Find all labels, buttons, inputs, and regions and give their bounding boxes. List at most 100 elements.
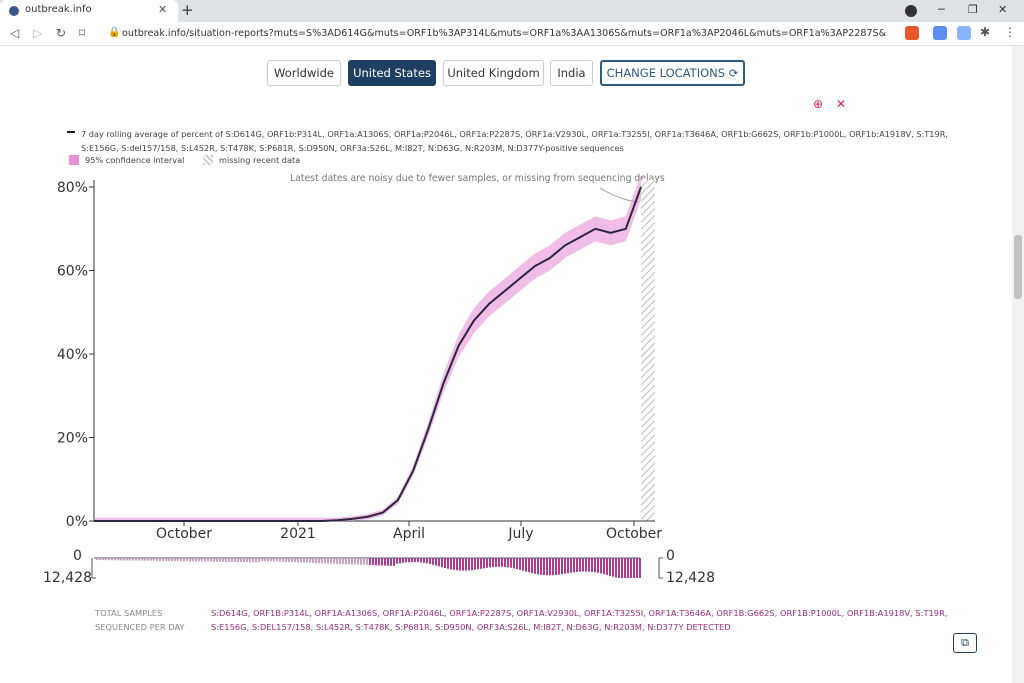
samples-bar [315, 558, 317, 564]
legend-ci-swatch [69, 155, 79, 165]
legend-missing-label: missing recent data [219, 155, 301, 165]
samples-bar [276, 558, 278, 562]
total-samples-line2: SEQUENCED PER DAY [95, 622, 185, 632]
samples-bar [510, 558, 512, 568]
samples-bar [513, 558, 515, 569]
samples-bar [222, 558, 224, 562]
samples-bar [531, 558, 533, 574]
lock-icon: 🔒 [108, 27, 121, 38]
tab-title: outbreak.info [25, 4, 92, 15]
samples-bar [324, 558, 326, 564]
location-worldwide-button[interactable]: Worldwide [267, 60, 341, 86]
y-tick-label: 40% [57, 347, 88, 363]
samples-bar [135, 558, 137, 561]
samples-bar [489, 558, 491, 568]
samples-bar [390, 558, 392, 566]
samples-bar [306, 558, 308, 563]
menu-icon[interactable]: ⋮ [1004, 25, 1016, 39]
samples-bar [570, 558, 572, 573]
samples-bar [159, 558, 161, 561]
samples-bar [408, 558, 410, 563]
zoom-in-icon[interactable]: ⊕ [813, 97, 824, 111]
samples-bar [345, 558, 347, 565]
samples-bar [237, 558, 239, 563]
legend-line-label: 7 day rolling average of percent of S:D6… [81, 129, 949, 153]
bookmark-icon[interactable]: ⌑ [79, 26, 86, 40]
location-uk-button[interactable]: United Kingdom [443, 60, 544, 86]
samples-bar [381, 558, 383, 566]
samples-bar [192, 558, 194, 562]
copy-icon[interactable]: ⧉ [953, 633, 977, 653]
samples-bar [351, 558, 353, 565]
close-tab-icon[interactable]: ✕ [158, 3, 168, 16]
samples-bar [435, 558, 437, 566]
total-samples-label: TOTAL SAMPLES SEQUENCED PER DAY [95, 606, 185, 634]
samples-bar [549, 558, 551, 576]
scrollbar-thumb[interactable] [1014, 235, 1022, 299]
samples-bar [423, 558, 425, 563]
samples-bar [273, 558, 275, 562]
samples-left-max: 12,428 [43, 570, 92, 586]
x-tick-label: 2021 [280, 526, 316, 542]
samples-bar [399, 558, 401, 564]
samples-bar [567, 558, 569, 574]
samples-bar [150, 558, 152, 561]
brave-shield-icon[interactable] [905, 26, 919, 40]
samples-bar [282, 558, 284, 562]
location-us-button[interactable]: United States [348, 60, 436, 86]
samples-bar [312, 558, 314, 563]
samples-bar [330, 558, 332, 564]
samples-bar [543, 558, 545, 576]
samples-bar [456, 558, 458, 571]
samples-bar [180, 558, 182, 562]
close-window-icon[interactable]: ✕ [998, 3, 1008, 16]
browser-tab[interactable]: outbreak.info ✕ [0, 0, 178, 22]
page-scrollbar[interactable] [1012, 46, 1024, 683]
address-bar[interactable]: 🔒 outbreak.info/situation-reports?muts=S… [100, 25, 890, 43]
legend-missing-swatch [203, 155, 213, 165]
samples-bar [486, 558, 488, 568]
restore-icon[interactable]: ❐ [968, 3, 978, 16]
doc-extension-icon[interactable] [957, 26, 971, 40]
samples-right-max: 12,428 [666, 570, 715, 586]
samples-bar [183, 558, 185, 562]
new-tab-icon[interactable]: + [181, 1, 194, 19]
samples-bar [417, 558, 419, 563]
reset-zoom-icon[interactable]: ✕ [836, 97, 847, 111]
translate-icon[interactable] [933, 26, 947, 40]
missing-data-region [641, 180, 655, 521]
samples-bar [291, 558, 293, 563]
samples-bar [474, 558, 476, 570]
back-icon[interactable]: ◁ [10, 26, 20, 40]
samples-bar [495, 558, 497, 567]
extensions-puzzle-icon[interactable]: ✱ [980, 25, 991, 39]
samples-bar [297, 558, 299, 563]
samples-bar [189, 558, 191, 562]
samples-bar [288, 558, 290, 563]
forward-icon[interactable]: ▷ [33, 26, 43, 40]
change-locations-button[interactable]: CHANGE LOCATIONS ⟳ [600, 60, 745, 86]
samples-bar [198, 558, 200, 562]
samples-bar [603, 558, 605, 575]
samples-bar [621, 558, 623, 578]
samples-bar [468, 558, 470, 571]
profile-icon[interactable] [905, 5, 917, 17]
legend-line-swatch [67, 131, 75, 133]
minimize-icon[interactable]: ─ [938, 3, 945, 16]
samples-bar [483, 558, 485, 569]
samples-bar [375, 558, 377, 566]
samples-bar [609, 558, 611, 576]
samples-bar [354, 558, 356, 565]
samples-bar [516, 558, 518, 570]
x-tick-label: July [507, 526, 533, 542]
samples-bar [171, 558, 173, 562]
mutations-detected-label: S:D614G, ORF1B:P314L, ORF1A:A1306S, ORF1… [211, 608, 948, 632]
samples-bar [612, 558, 614, 577]
location-india-button[interactable]: India [550, 60, 593, 86]
samples-bar [195, 558, 197, 562]
samples-bar [504, 558, 506, 567]
reload-icon[interactable]: ↻ [56, 26, 67, 40]
samples-bar [216, 558, 218, 562]
samples-bar [507, 558, 509, 568]
